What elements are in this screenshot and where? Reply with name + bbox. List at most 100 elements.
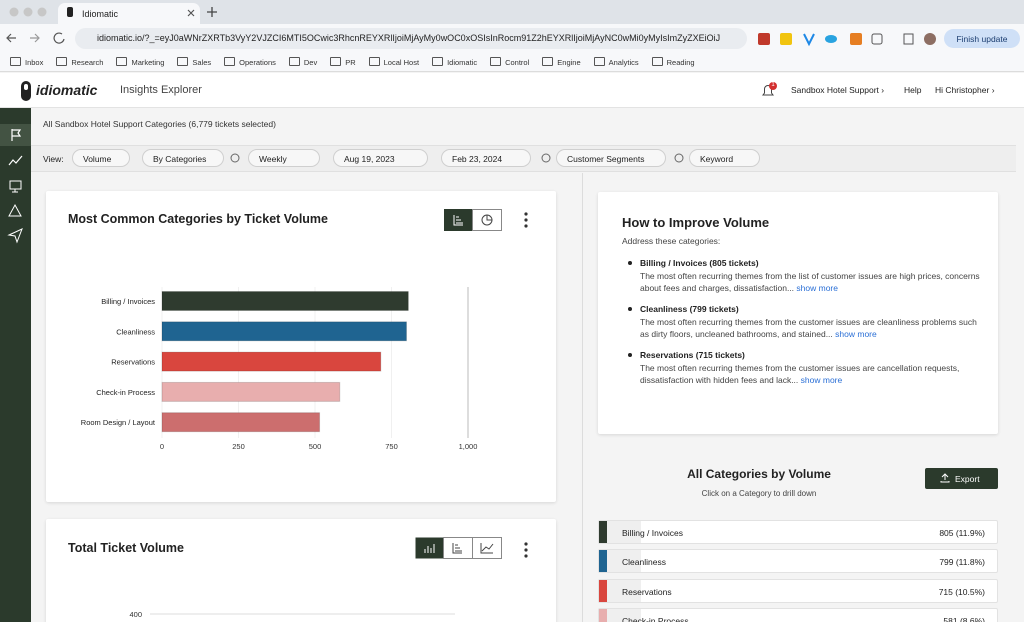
filter-label: By Categories xyxy=(153,154,207,164)
bookmark[interactable]: Sales xyxy=(177,57,211,71)
row-shade xyxy=(607,550,641,573)
color-strip xyxy=(599,550,607,573)
color-strip xyxy=(599,521,607,543)
new-tab[interactable] xyxy=(206,6,218,18)
show-more-link[interactable]: show more xyxy=(796,283,838,293)
filter-label: Volume xyxy=(83,154,112,164)
y-tick-label: Billing / Invoices xyxy=(101,297,155,306)
bullet xyxy=(628,353,632,357)
bar xyxy=(161,381,341,402)
filter-label: Keyword xyxy=(700,154,734,164)
bullet xyxy=(628,307,632,311)
category-row[interactable]: Check-in Process 581 (8.6%) xyxy=(598,607,998,622)
category-row[interactable]: Billing / Invoices 805 (11.9%) xyxy=(598,520,998,544)
window-controls xyxy=(9,7,47,17)
category-name: Reservations xyxy=(622,586,672,597)
filter-label: Aug 19, 2023 xyxy=(344,154,395,164)
chart-type-toggle[interactable] xyxy=(444,209,504,231)
tab-close[interactable] xyxy=(186,8,196,18)
chart-title: Most Common Categories by Ticket Volume xyxy=(68,212,329,226)
category-name: Cleanliness xyxy=(622,557,666,568)
filter-label: Feb 23, 2024 xyxy=(452,154,503,164)
bookmark[interactable]: PR xyxy=(330,57,355,71)
chart-title: Total Ticket Volume xyxy=(68,541,184,555)
nav-buttons[interactable] xyxy=(6,30,70,46)
tab-bar: Idiomatic xyxy=(0,0,1024,24)
bookmark[interactable]: Engine xyxy=(542,57,580,71)
address-bar[interactable]: idiomatic.io/?_=eyJ0aWNrZXRTb3VyY2VJZCI6… xyxy=(75,28,747,49)
x-tick-label: 750 xyxy=(385,442,398,451)
more-menu[interactable] xyxy=(522,210,530,230)
improve-card: How to Improve Volume Address these cate… xyxy=(598,192,998,434)
category-row[interactable]: Reservations 715 (10.5%) xyxy=(598,578,998,603)
y-tick-label: Cleanliness xyxy=(116,327,155,336)
category-chart-card: Most Common Categories by Ticket Volume xyxy=(46,191,556,502)
x-tick-label: 500 xyxy=(309,442,322,451)
bullet xyxy=(628,261,632,265)
improve-intro: Address these categories: xyxy=(622,236,721,246)
export-button[interactable]: Export xyxy=(925,468,998,489)
info-circle xyxy=(541,153,551,163)
bookmark[interactable]: Analytics xyxy=(594,57,639,71)
bookmark[interactable]: Local Host xyxy=(369,57,419,71)
bookmark[interactable]: Control xyxy=(490,57,529,71)
user-menu[interactable]: Hi Christopher › xyxy=(935,85,995,95)
browser-tab[interactable]: Idiomatic xyxy=(58,3,200,24)
category-count: 581 (8.6%) xyxy=(943,615,985,622)
category-bar-chart: 0 250 500 750 1,000 Billing / Invoices Cleanli… xyxy=(81,287,477,451)
filter-pill[interactable]: Feb 23, 2024 xyxy=(441,149,531,167)
finish-update-button[interactable]: Finish update xyxy=(944,29,1020,48)
bookmark[interactable]: Reading xyxy=(652,57,695,71)
more-menu[interactable] xyxy=(522,540,530,560)
column-divider xyxy=(582,173,583,622)
logo-mark xyxy=(21,81,31,101)
show-more-link[interactable]: show more xyxy=(800,375,843,385)
show-more-link[interactable]: show more xyxy=(835,329,877,339)
filter-pill[interactable]: Aug 19, 2023 xyxy=(333,149,428,167)
chart-type-toggle[interactable] xyxy=(415,537,503,559)
user-name: Hi Christopher xyxy=(935,85,990,95)
bookmark[interactable]: Research xyxy=(56,57,103,71)
category-name: Billing / Invoices xyxy=(622,528,683,538)
bar xyxy=(161,412,321,433)
item-text: The most often recurring themes from the… xyxy=(640,363,960,385)
improve-title: How to Improve Volume xyxy=(622,215,770,230)
row-shade xyxy=(607,579,641,602)
filter-pill[interactable]: Volume xyxy=(72,149,130,167)
item-body: The most often recurring themes from the… xyxy=(640,316,984,340)
bookmark[interactable]: Operations xyxy=(224,57,276,71)
row-shade xyxy=(607,608,641,622)
tab-icon xyxy=(67,7,73,17)
export-icon xyxy=(940,473,950,483)
category-name: Check-in Process xyxy=(622,615,689,622)
volume-line-chart: 400 xyxy=(129,610,455,619)
x-tick-label: 250 xyxy=(232,442,245,451)
item-heading: Reservations (715 tickets) xyxy=(640,350,745,360)
app-header: idiomatic Insights Explorer 1 Sandbox Ho… xyxy=(0,73,1024,108)
filter-pill[interactable]: Keyword xyxy=(689,149,760,167)
section-title: Insights Explorer xyxy=(120,84,202,96)
bookmark[interactable]: Dev xyxy=(289,57,317,71)
org-switcher[interactable]: Sandbox Hotel Support › xyxy=(791,85,885,95)
bookmark[interactable]: Idiomatic xyxy=(432,57,477,71)
bookmark[interactable]: Inbox xyxy=(10,57,43,71)
filter-pill[interactable]: Customer Segments xyxy=(556,149,666,167)
filter-pill[interactable]: Weekly xyxy=(248,149,320,167)
color-strip xyxy=(599,608,607,622)
notification-bell[interactable] xyxy=(760,82,778,100)
help-link[interactable]: Help xyxy=(904,85,922,95)
bookmark[interactable]: Marketing xyxy=(116,57,164,71)
category-row[interactable]: Cleanliness 799 (11.8%) xyxy=(598,549,998,574)
filter-pill[interactable]: By Categories xyxy=(142,149,224,167)
y-tick-label: Reservations xyxy=(111,358,155,367)
x-tick-label: 0 xyxy=(160,442,164,451)
sidebar-icons xyxy=(0,124,31,244)
item-text: The most often recurring themes from the… xyxy=(640,271,980,293)
filter-label: Weekly xyxy=(259,154,287,164)
bar xyxy=(161,321,407,342)
color-strip xyxy=(599,579,607,602)
item-heading: Cleanliness (799 tickets) xyxy=(640,304,739,314)
export-label: Export xyxy=(955,474,980,484)
bookmarks-bar: Inbox Research Marketing Sales Operations Dev… xyxy=(0,52,1024,72)
list-subtitle: Click on a Category to drill down xyxy=(701,489,817,498)
